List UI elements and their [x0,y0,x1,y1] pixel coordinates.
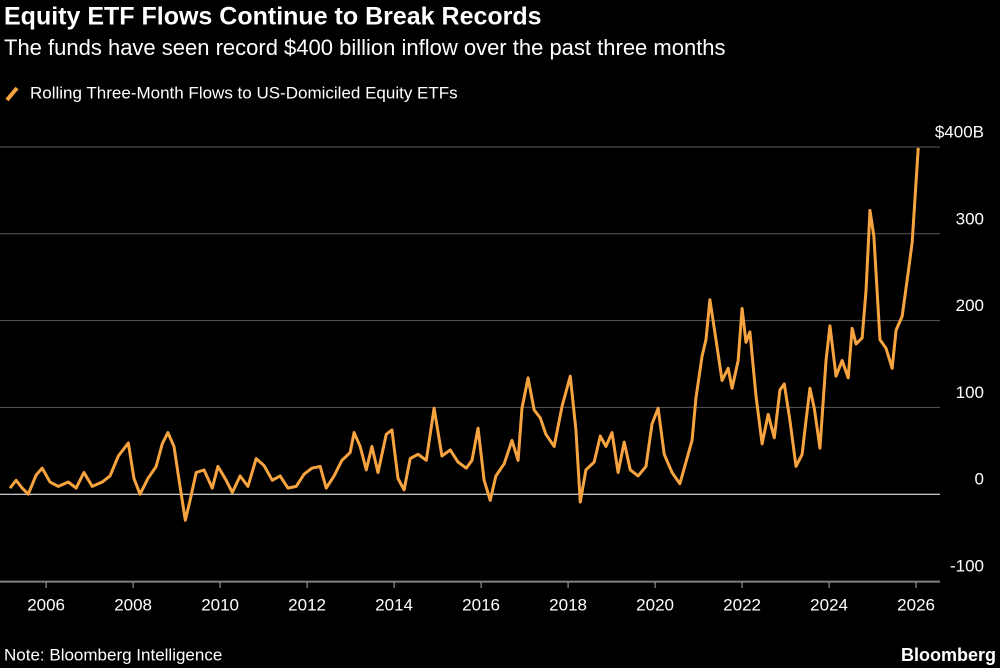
data-line [8,147,920,522]
chart-title: Equity ETF Flows Continue to Break Recor… [4,3,542,31]
source-note: Note: Bloomberg Intelligence [4,645,222,664]
y-tick-label: $400B [935,122,984,141]
legend-label: Rolling Three-Month Flows to US-Domicile… [30,83,458,102]
x-tick-label: 2008 [114,595,152,614]
x-tick-label: 2014 [375,595,413,614]
x-tick-label: 2024 [810,595,848,614]
y-tick-label: 200 [956,296,984,315]
x-tick-label: 2016 [462,595,500,614]
credit: Bloomberg [901,645,996,665]
legend-swatch [5,86,19,102]
y-tick-label: 300 [956,209,984,228]
y-tick-label: 0 [975,470,984,489]
chart-subtitle: The funds have seen record $400 billion … [4,35,726,60]
y-tick-label: 100 [956,383,984,402]
x-tick-label: 2026 [897,595,935,614]
x-tick-label: 2006 [27,595,65,614]
y-tick-label: -100 [950,556,984,575]
x-tick-label: 2018 [549,595,587,614]
x-tick-label: 2022 [723,595,761,614]
x-tick-label: 2012 [288,595,326,614]
x-tick-label: 2020 [636,595,674,614]
x-tick-label: 2010 [201,595,239,614]
